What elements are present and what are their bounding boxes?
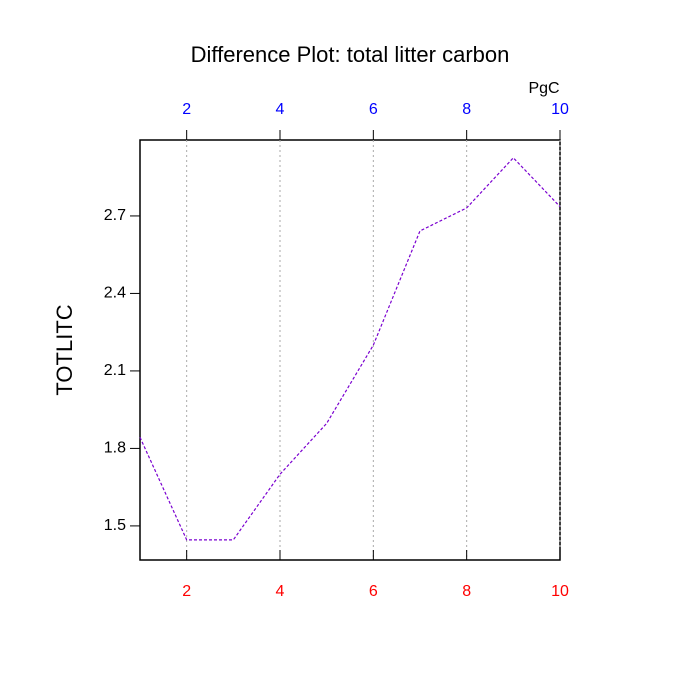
plot-frame	[139, 139, 561, 561]
y-tick-label: 2.7	[104, 207, 126, 224]
y-tick-label: 2.4	[104, 285, 126, 302]
x-tick-label: 10	[551, 583, 569, 600]
x2-tick-label: 4	[276, 101, 285, 118]
chart-title: Difference Plot: total litter carbon	[191, 42, 510, 67]
series-line	[139, 156, 561, 541]
y-axis-title: TOTLITC	[52, 304, 77, 395]
x-tick-label: 6	[369, 583, 378, 600]
x2-tick-label: 10	[551, 101, 569, 118]
x-tick-label: 4	[276, 583, 285, 600]
x2-tick-label: 2	[182, 101, 191, 118]
units-label: PgC	[528, 80, 559, 97]
y-tick-label: 1.8	[104, 440, 126, 457]
x2-tick-label: 6	[369, 101, 378, 118]
y-tick-label: 2.1	[104, 362, 126, 379]
x-tick-label: 8	[462, 583, 471, 600]
x2-tick-label: 8	[462, 101, 471, 118]
x-tick-label: 2	[182, 583, 191, 600]
y-tick-label: 1.5	[104, 517, 126, 534]
